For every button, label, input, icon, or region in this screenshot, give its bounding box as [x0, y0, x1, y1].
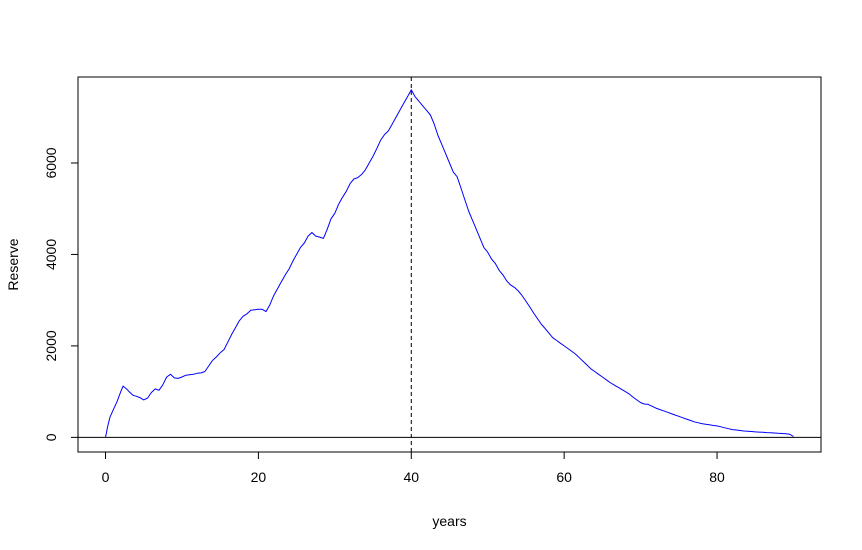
- y-tick-label: 0: [43, 433, 59, 441]
- x-tick-label: 20: [251, 469, 267, 485]
- y-tick-label: 2000: [43, 330, 59, 361]
- x-axis-title: years: [432, 513, 466, 529]
- y-tick-label: 4000: [43, 239, 59, 270]
- x-tick-label: 80: [709, 469, 725, 485]
- plot-box: [77, 76, 822, 453]
- x-tick-label: 40: [403, 469, 419, 485]
- reserve-series-line: [105, 89, 794, 438]
- y-tick-label: 6000: [43, 147, 59, 178]
- x-tick-label: 0: [102, 469, 110, 485]
- x-tick-label: 60: [556, 469, 572, 485]
- y-axis-title: Reserve: [5, 238, 21, 290]
- series-group: [105, 89, 794, 438]
